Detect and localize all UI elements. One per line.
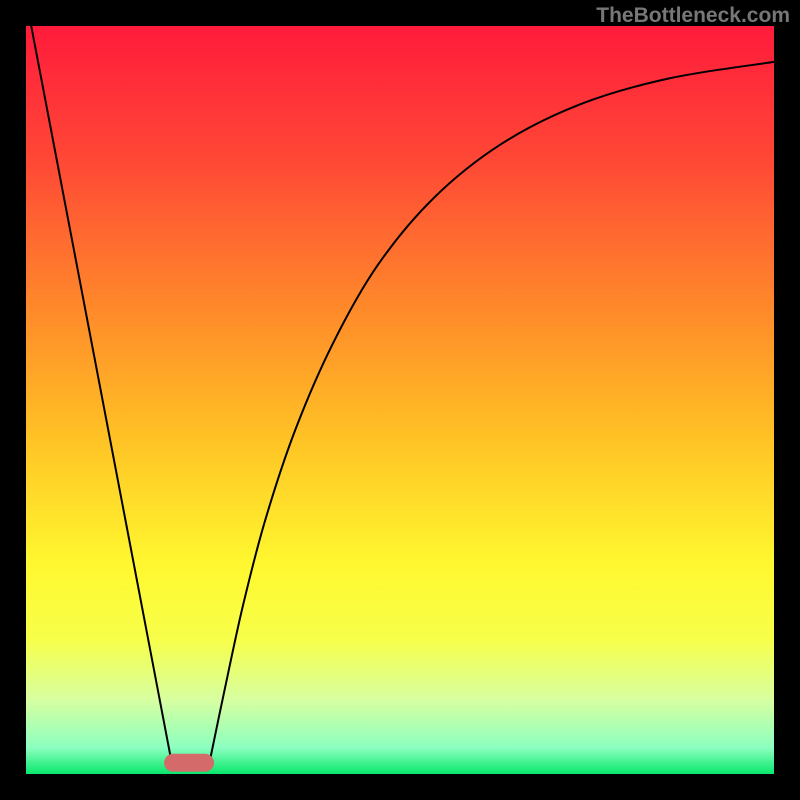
chart-svg [0, 0, 800, 800]
chart-container: TheBottleneck.com [0, 0, 800, 800]
plot-background [26, 26, 774, 774]
watermark: TheBottleneck.com [596, 4, 790, 28]
bottleneck-marker [164, 754, 214, 772]
